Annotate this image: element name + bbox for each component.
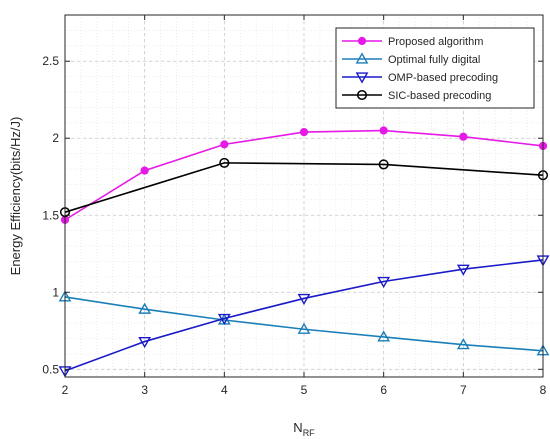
data-point — [220, 140, 229, 149]
data-point — [459, 132, 468, 141]
y-tick-label: 2 — [52, 131, 59, 145]
data-point — [297, 293, 311, 306]
x-tick-label: 4 — [221, 383, 228, 397]
y-tick-label: 1 — [52, 285, 59, 299]
data-point — [378, 159, 389, 170]
x-tick-label: 2 — [62, 383, 69, 397]
data-point — [456, 264, 470, 276]
series-layer — [58, 126, 550, 378]
y-axis-label: Energy Efficiency(bits/Hz/J) — [8, 117, 23, 276]
x-axis-label: NRF — [293, 420, 315, 438]
legend-label: SIC-based precoding — [388, 90, 491, 102]
x-tick-label: 6 — [380, 383, 387, 397]
legend-marker — [355, 72, 369, 84]
data-point — [138, 302, 152, 314]
series-line — [64, 259, 544, 372]
legend-label: OMP-based precoding — [388, 72, 498, 84]
x-tick-label: 3 — [141, 383, 148, 397]
legend-label: Optimal fully digital — [388, 54, 480, 66]
data-point — [217, 313, 231, 326]
y-tick-label: 2.5 — [42, 54, 59, 68]
data-point — [299, 127, 309, 137]
x-tick-label: 7 — [460, 383, 467, 397]
legend-marker — [356, 89, 368, 101]
data-point — [379, 126, 388, 135]
data-point — [140, 166, 149, 175]
data-point — [456, 338, 470, 350]
x-axis-ticks: 2 3 4 5 6 7 8 — [62, 15, 547, 397]
data-point — [297, 322, 311, 334]
legend-label: Proposed algorithm — [388, 36, 483, 48]
x-tick-label: 8 — [540, 383, 547, 397]
y-tick-label: 0.5 — [42, 362, 59, 376]
data-point — [377, 330, 391, 342]
data-point — [219, 157, 230, 168]
legend-marker — [357, 36, 367, 46]
series-line — [64, 296, 544, 352]
data-point — [377, 276, 391, 289]
legend-marker — [355, 52, 369, 64]
y-axis-ticks: 0.5 1 1.5 2 2.5 — [42, 54, 543, 376]
legend: Proposed algorithm Optimal fully digital O… — [335, 27, 535, 109]
series-line — [64, 162, 544, 213]
y-tick-label: 1.5 — [42, 208, 59, 222]
x-tick-label: 5 — [301, 383, 308, 397]
data-point — [138, 336, 152, 349]
